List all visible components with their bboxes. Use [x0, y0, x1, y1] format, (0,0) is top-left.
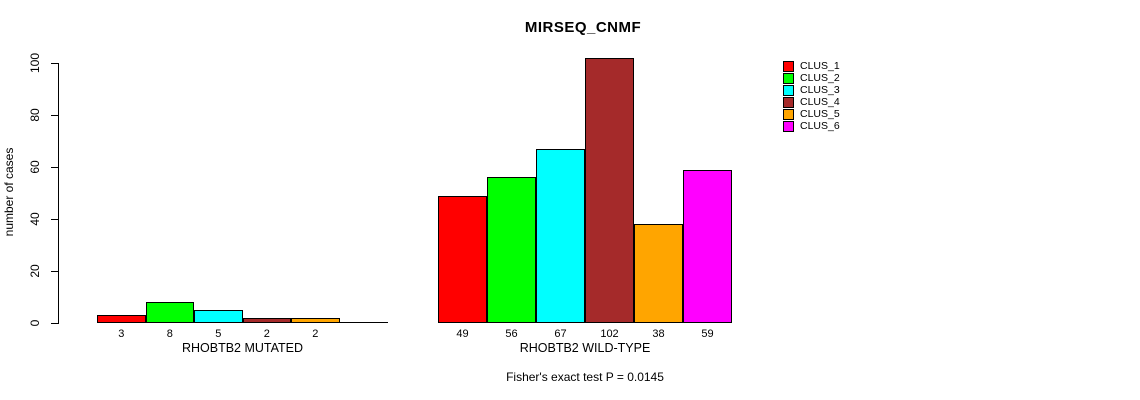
legend-label: CLUS_2	[800, 72, 840, 84]
legend-swatch-icon	[783, 109, 794, 120]
bar-clus_1	[97, 315, 146, 323]
legend-label: CLUS_4	[800, 96, 840, 108]
group-label: RHOBTB2 WILD-TYPE	[519, 341, 651, 355]
legend-label: CLUS_1	[800, 60, 840, 72]
bar-clus_3	[536, 149, 585, 323]
bar-clus_5	[634, 224, 683, 323]
y-axis-tick-label: 20	[28, 264, 42, 278]
group-label: RHOBTB2 MUTATED	[181, 341, 304, 355]
y-axis-tick	[51, 167, 58, 168]
legend-item-clus_6: CLUS_6	[783, 121, 840, 132]
bar-clus_6-zero	[339, 322, 388, 323]
fisher-test-annotation: Fisher's exact test P = 0.0145	[506, 370, 664, 384]
bar-value-label: 38	[652, 328, 665, 340]
legend-item-clus_1: CLUS_1	[783, 61, 840, 72]
legend-swatch-icon	[783, 121, 794, 132]
bar-value-label: 2	[312, 328, 319, 340]
y-axis-tick-label: 100	[28, 52, 42, 74]
y-axis-tick	[51, 115, 58, 116]
bar-clus_2	[487, 177, 536, 323]
y-axis-tick	[51, 323, 58, 324]
bar-clus_2	[145, 302, 194, 323]
legend-swatch-icon	[783, 61, 794, 72]
y-axis-tick-label: 60	[28, 160, 42, 174]
bar-clus_4	[585, 58, 634, 323]
bar-value-label: 56	[505, 328, 518, 340]
legend-item-clus_4: CLUS_4	[783, 97, 840, 108]
y-axis-tick	[51, 219, 58, 220]
y-axis-tick-label: 0	[28, 319, 42, 327]
bar-value-label: 2	[263, 328, 270, 340]
bar-value-label: 5	[215, 328, 222, 340]
y-axis-tick	[51, 63, 58, 64]
legend-label: CLUS_6	[800, 120, 840, 132]
chart-title: MIRSEQ_CNMF	[524, 19, 642, 36]
y-axis-tick-label: 80	[28, 108, 42, 122]
legend-swatch-icon	[783, 85, 794, 96]
y-axis-label: number of cases	[2, 147, 16, 237]
bar-value-label: 3	[118, 328, 125, 340]
legend-label: CLUS_3	[800, 84, 840, 96]
legend-item-clus_2: CLUS_2	[783, 73, 840, 84]
legend-item-clus_3: CLUS_3	[783, 85, 840, 96]
bar-value-label: 102	[600, 328, 619, 340]
bar-clus_4	[242, 318, 291, 323]
legend-item-clus_5: CLUS_5	[783, 109, 840, 120]
y-axis-tick-label: 40	[28, 212, 42, 226]
bar-value-label: 49	[456, 328, 469, 340]
bar-clus_5	[291, 318, 340, 323]
bar-value-label: 67	[554, 328, 567, 340]
legend-swatch-icon	[783, 73, 794, 84]
bar-clus_1	[438, 196, 487, 323]
bar-clus_3	[194, 310, 243, 323]
y-axis-line	[58, 63, 59, 324]
y-axis-tick	[51, 271, 58, 272]
bar-value-label: 59	[701, 328, 714, 340]
legend-swatch-icon	[783, 97, 794, 108]
bar-value-label: 8	[166, 328, 173, 340]
legend-label: CLUS_5	[800, 108, 840, 120]
bar-clus_6	[683, 170, 732, 323]
